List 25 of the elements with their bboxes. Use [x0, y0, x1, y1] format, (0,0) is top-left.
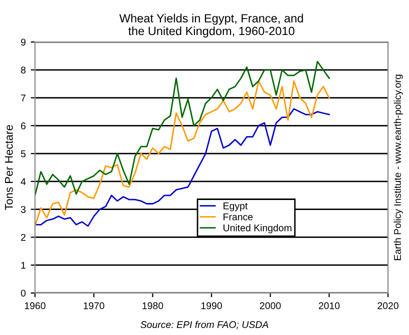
y-tick-label: 8: [20, 66, 26, 74]
x-tick-label: 2020: [378, 302, 398, 310]
legend-label: United Kingdom: [224, 224, 292, 234]
line-series: [35, 60, 330, 196]
x-tick-label: 1970: [84, 302, 104, 310]
y-tick-label: 1: [21, 262, 26, 269]
x-tick-label: 1990: [201, 302, 222, 310]
y-axis-title: Tons Per Hectare: [5, 125, 13, 210]
source-note: Source: EPI from FAO; USDA: [140, 320, 268, 330]
chart-title: Wheat Yields in Egypt, France, and the United Kingdom, 1960-2010: [119, 14, 303, 38]
y-tick-label: 7: [21, 94, 26, 102]
x-tick-label: 1980: [142, 302, 164, 310]
y-tick-label: 5: [20, 150, 26, 158]
y-tick-label: 3: [20, 206, 26, 213]
y-tick-label: 4: [20, 178, 26, 185]
legend-label: France: [224, 214, 253, 220]
legend-label: Egypt: [224, 202, 248, 212]
y-tick-label: 2: [21, 234, 26, 241]
x-tick-label: 1960: [24, 302, 46, 310]
x-tick-label: 2010: [318, 302, 340, 310]
y-tick-label: 9: [21, 38, 26, 46]
y-tick-label: 0: [20, 290, 26, 297]
x-tick-label: 2000: [260, 302, 281, 310]
y-tick-label: 6: [21, 122, 26, 130]
text: Earth Policy Institute - www.earth-policy.org: [394, 74, 403, 260]
